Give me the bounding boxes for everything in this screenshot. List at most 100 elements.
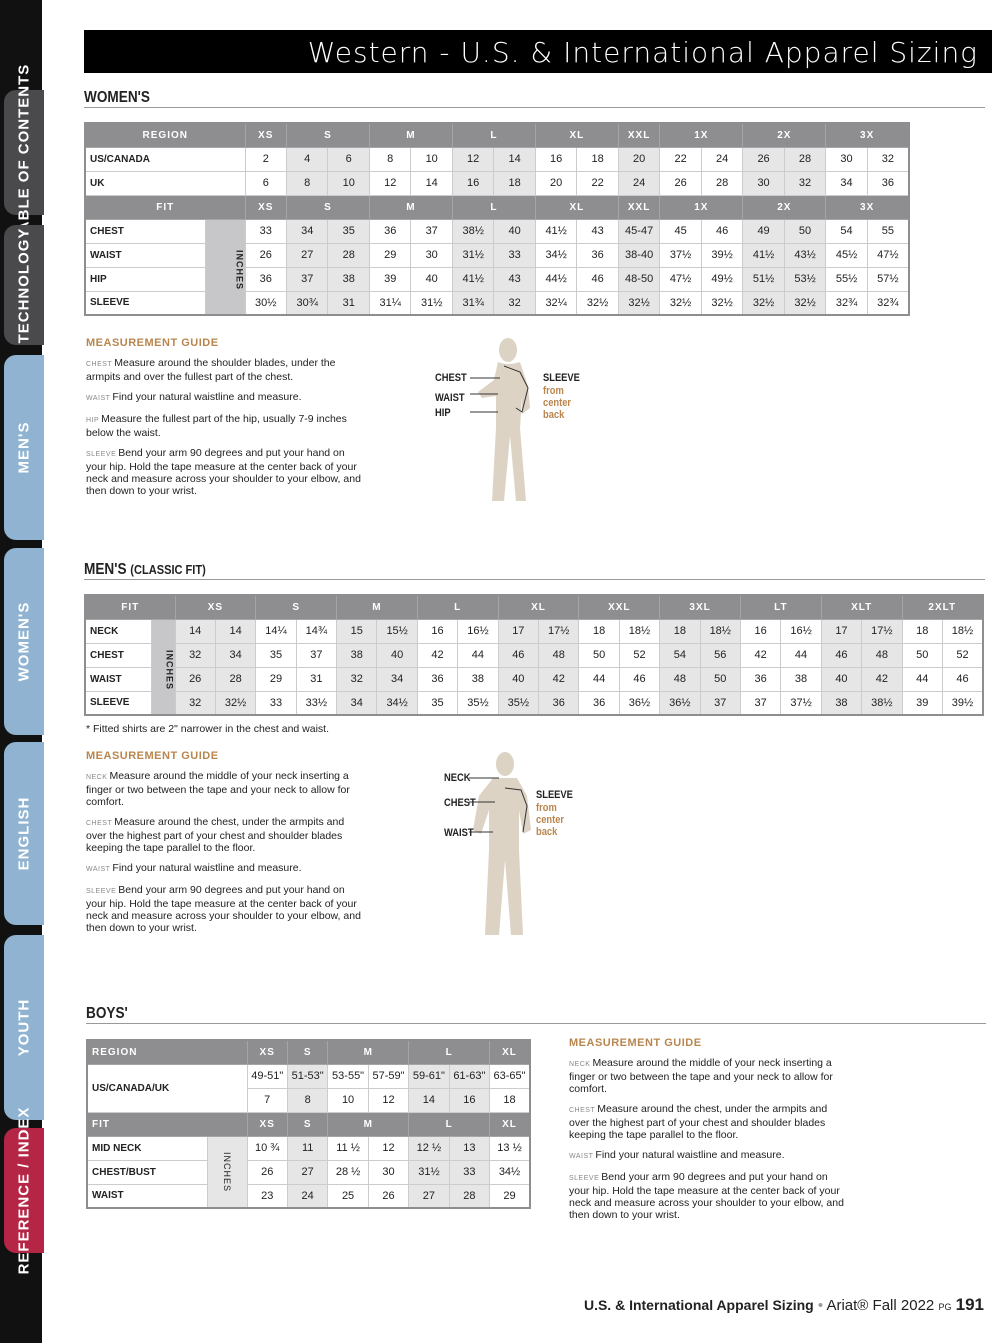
mens-title: MEN'S	[84, 561, 127, 578]
size-header: XL	[497, 594, 580, 620]
size-cell: 38	[820, 690, 863, 716]
tab-english[interactable]: ENGLISH	[4, 742, 44, 925]
figure-label-neck: NECK	[444, 772, 471, 784]
size-header: M	[368, 194, 453, 220]
header-row: REGION XS S M L XL XXL 1X 2X 3X	[84, 122, 910, 148]
divider	[86, 1023, 986, 1024]
guide-text: Bend your arm 90 degrees and put your ha…	[86, 884, 361, 934]
row-label: MID NECK	[86, 1135, 208, 1161]
womens-measurement-guide: MEASUREMENT GUIDE CHEST Measure around the…	[86, 337, 361, 505]
size-cell: 27	[408, 1183, 450, 1209]
size-cell: 18	[578, 618, 620, 644]
size-header: 1X	[659, 122, 744, 148]
size-header: 3X	[825, 194, 910, 220]
size-cell: 34½	[489, 1159, 531, 1185]
size-cell: 14¾	[295, 618, 338, 644]
size-header: XLT	[820, 594, 903, 620]
tab-reference-index[interactable]: REFERENCE / INDEX	[4, 1107, 44, 1274]
size-header: M	[327, 1111, 410, 1137]
size-cell: 18	[493, 170, 536, 196]
size-cell: 12	[451, 146, 495, 172]
size-cell: 12	[368, 170, 412, 196]
size-cell: 51-53"	[286, 1063, 329, 1089]
size-cell: 28	[448, 1183, 491, 1209]
note-line: back	[536, 826, 558, 838]
size-cell: 32¾	[825, 290, 868, 316]
tab-table-of-contents[interactable]: TABLE OF CONTENTS	[4, 64, 44, 241]
size-cell: 28 ½	[327, 1159, 369, 1185]
tab-label: REFERENCE / INDEX	[15, 1106, 33, 1275]
size-cell: 46	[820, 642, 863, 668]
size-cell: 55	[866, 218, 910, 244]
guide-text: Find your natural waistline and measure.	[595, 1149, 785, 1161]
size-cell: 14	[493, 146, 536, 172]
size-cell: 29	[489, 1183, 531, 1209]
size-cell: 38-40	[617, 242, 661, 268]
size-cell: 25	[327, 1183, 369, 1209]
row-label: UK	[84, 170, 246, 196]
note-line: center	[536, 814, 565, 826]
size-cell: 20	[534, 170, 578, 196]
size-cell: 28	[700, 170, 744, 196]
size-cell: 36	[244, 266, 288, 292]
size-cell: 38½	[861, 690, 903, 716]
guide-item: CHEST Measure around the chest, under the…	[86, 816, 361, 854]
size-cell: 32	[336, 666, 378, 692]
size-cell: 26	[659, 170, 702, 196]
size-cell: 54	[825, 218, 868, 244]
size-cell: 40	[493, 218, 536, 244]
size-header: L	[408, 1039, 491, 1065]
row-label: WAIST	[84, 242, 206, 268]
size-cell: 36	[368, 218, 412, 244]
size-cell: 10	[410, 146, 453, 172]
inches-label: INCHES	[150, 618, 176, 716]
tab-technology[interactable]: TECHNOLOGY	[4, 225, 44, 345]
footer-brand: Ariat®	[826, 1297, 869, 1314]
row-label: SLEEVE	[84, 690, 152, 716]
tab-youth[interactable]: YOUTH	[4, 935, 44, 1120]
tab-label: TABLE OF CONTENTS	[15, 63, 33, 242]
figure-label-sleeve: SLEEVE	[543, 372, 580, 384]
size-cell: 36	[866, 170, 910, 196]
size-cell: 52	[941, 642, 984, 668]
size-cell: 44	[578, 666, 620, 692]
guide-item: WAIST Find your natural waistline and mea…	[569, 1149, 844, 1163]
size-cell: 38	[457, 666, 499, 692]
size-cell: 32¼	[534, 290, 578, 316]
size-cell: 53½	[783, 266, 827, 292]
table-row: CHEST/BUST 26 27 28 ½ 30 31½ 33 34½	[86, 1159, 531, 1185]
guide-key: CHEST	[86, 361, 113, 368]
size-cell: 32½	[700, 290, 744, 316]
tab-men-s[interactable]: MEN'S	[4, 355, 44, 540]
size-cell: 14	[214, 618, 257, 644]
row-label: CHEST	[84, 218, 206, 244]
size-cell: 39½	[700, 242, 744, 268]
table-row: SLEEVE 30½ 30¾ 31 31¼ 31½ 31¾ 32 32¼ 32½ 32½ 32½ 32½…	[84, 290, 910, 316]
guide-key: SLEEVE	[86, 888, 117, 895]
header-row: FIT XS S M L XL XXL 3XL LT XLT 2XLT	[84, 594, 984, 620]
table-row: SLEEVE 32 32½ 33 33½ 34 34½ 35 35½ 35½ 36 36 36½ 36½ 3…	[84, 690, 984, 716]
size-cell: 38	[327, 266, 370, 292]
size-header: XL	[489, 1111, 531, 1137]
size-cell: 33½	[295, 690, 338, 716]
size-cell: 48	[861, 642, 903, 668]
womens-figure-illustration	[470, 338, 530, 501]
size-cell: 16	[739, 618, 782, 644]
size-cell: 30	[410, 242, 453, 268]
size-cell: 24	[286, 1183, 329, 1209]
size-cell: 40	[376, 642, 418, 668]
size-cell: 33	[244, 218, 288, 244]
footer-pg-label: PG	[938, 1302, 952, 1312]
size-cell: 12	[367, 1087, 410, 1113]
guide-item: SLEEVE Bend your arm 90 degrees and put y…	[86, 447, 361, 497]
size-cell: 34½	[376, 690, 418, 716]
tab-women-s[interactable]: WOMEN'S	[4, 548, 44, 735]
mens-section-title: MEN'S (CLASSIC FIT)	[84, 561, 206, 579]
size-header: 2XLT	[901, 594, 984, 620]
size-cell: 31½	[410, 290, 453, 316]
size-header: 2X	[742, 194, 827, 220]
size-cell: 4	[285, 146, 329, 172]
size-cell: 44	[457, 642, 499, 668]
guide-key: SLEEVE	[569, 1175, 600, 1182]
size-cell: 18	[489, 1087, 531, 1113]
